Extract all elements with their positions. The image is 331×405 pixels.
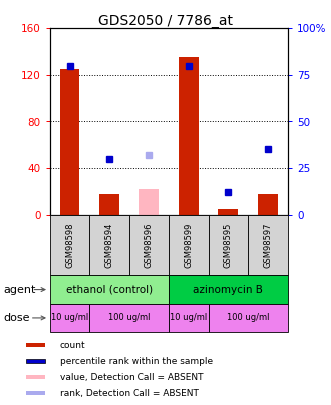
Bar xyxy=(169,215,209,275)
Text: 10 ug/ml: 10 ug/ml xyxy=(170,313,207,322)
Text: 100 ug/ml: 100 ug/ml xyxy=(227,313,269,322)
Bar xyxy=(89,304,169,332)
Text: GSM98598: GSM98598 xyxy=(65,222,74,268)
Text: rank, Detection Call = ABSENT: rank, Detection Call = ABSENT xyxy=(60,389,199,398)
Text: agent: agent xyxy=(3,285,36,294)
Bar xyxy=(99,194,119,215)
Text: GSM98594: GSM98594 xyxy=(105,222,114,268)
Text: GSM98597: GSM98597 xyxy=(263,222,273,268)
Text: GSM98599: GSM98599 xyxy=(184,222,193,268)
Bar xyxy=(129,215,169,275)
Bar xyxy=(169,275,288,304)
Bar xyxy=(26,343,45,347)
Bar xyxy=(50,215,89,275)
Bar xyxy=(50,304,89,332)
Text: percentile rank within the sample: percentile rank within the sample xyxy=(60,357,213,366)
Bar xyxy=(209,304,288,332)
Bar xyxy=(169,304,209,332)
Bar xyxy=(258,194,278,215)
Bar xyxy=(139,189,159,215)
Bar xyxy=(209,215,248,275)
Text: count: count xyxy=(60,341,85,350)
Bar xyxy=(248,215,288,275)
Bar xyxy=(60,69,79,215)
Text: value, Detection Call = ABSENT: value, Detection Call = ABSENT xyxy=(60,373,203,382)
Bar xyxy=(50,275,169,304)
Text: ethanol (control): ethanol (control) xyxy=(66,285,153,294)
Bar xyxy=(26,359,45,363)
Text: azinomycin B: azinomycin B xyxy=(193,285,263,294)
Text: GSM98595: GSM98595 xyxy=(224,222,233,268)
Bar xyxy=(218,209,238,215)
Bar xyxy=(26,375,45,379)
Text: 100 ug/ml: 100 ug/ml xyxy=(108,313,150,322)
Text: GDS2050 / 7786_at: GDS2050 / 7786_at xyxy=(98,14,233,28)
Text: dose: dose xyxy=(3,313,30,323)
Bar xyxy=(89,215,129,275)
Bar xyxy=(179,58,199,215)
Text: GSM98596: GSM98596 xyxy=(144,222,154,268)
Text: 10 ug/ml: 10 ug/ml xyxy=(51,313,88,322)
Bar xyxy=(26,391,45,395)
